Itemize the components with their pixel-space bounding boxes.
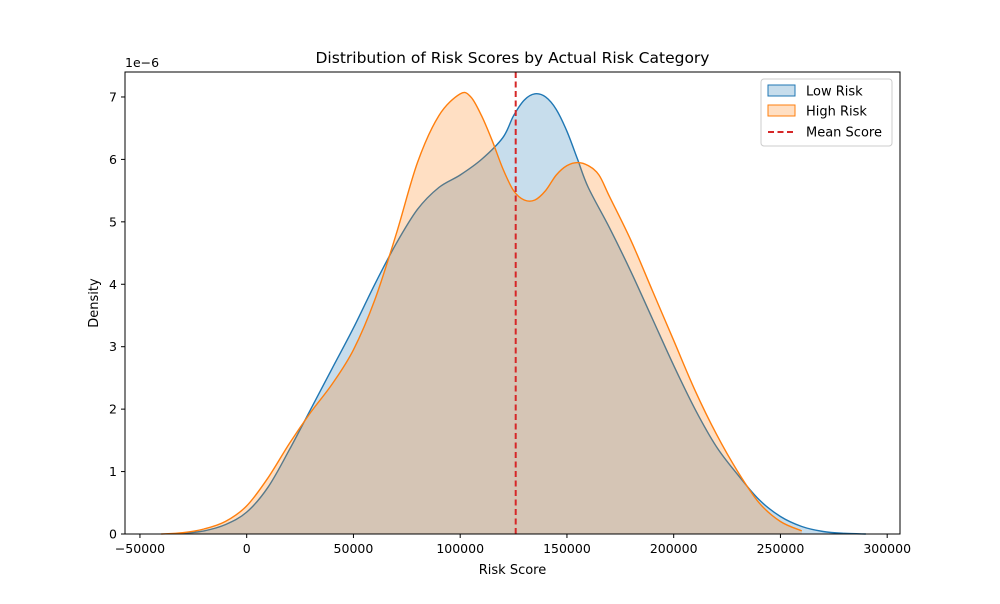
density-line-low-risk	[182, 93, 866, 535]
x-axis-ticks: −50000 0 50000 100000 150000 200000 250000 3000…	[115, 534, 911, 556]
legend-swatch-low-risk	[767, 84, 796, 97]
density-fill-low-risk	[182, 93, 866, 534]
legend-swatch-high-risk	[767, 104, 796, 117]
y-tick-label: 0	[109, 527, 117, 542]
plot-frame	[124, 71, 901, 535]
x-tick-label: 200000	[650, 541, 698, 556]
density-areas	[161, 91, 866, 535]
x-tick-label: 50000	[334, 541, 374, 556]
x-tick-label: −50000	[115, 541, 165, 556]
density-fill-high-risk	[161, 92, 802, 535]
x-tick-label: 300000	[863, 541, 911, 556]
chart-title: Distribution of Risk Scores by Actual Ri…	[316, 49, 710, 67]
x-tick-label: 250000	[757, 541, 805, 556]
legend-label-mean-score: Mean Score	[806, 126, 882, 141]
x-tick-label: 150000	[543, 541, 591, 556]
y-tick-label: 3	[109, 339, 117, 354]
y-tick-label: 2	[109, 402, 117, 417]
x-axis-label: Risk Score	[479, 563, 547, 578]
legend: Low Risk High Risk Mean Score	[760, 78, 893, 147]
x-tick-label: 0	[243, 541, 251, 556]
y-tick-label: 4	[109, 277, 117, 292]
y-tick-label: 6	[109, 152, 117, 167]
legend-label-low-risk: Low Risk	[806, 85, 863, 100]
y-tick-label: 7	[109, 89, 117, 104]
y-tick-label: 1	[109, 464, 117, 479]
y-axis-ticks: 0 1 2 3 4 5 6 7	[109, 89, 125, 542]
x-tick-label: 100000	[436, 541, 484, 556]
legend-label-high-risk: High Risk	[806, 105, 867, 120]
plot-background	[125, 72, 900, 534]
density-line-high-risk	[161, 91, 803, 535]
y-offset-label: 1e−6	[125, 55, 159, 70]
y-tick-label: 5	[109, 214, 117, 229]
y-axis-label: Density	[87, 278, 102, 328]
